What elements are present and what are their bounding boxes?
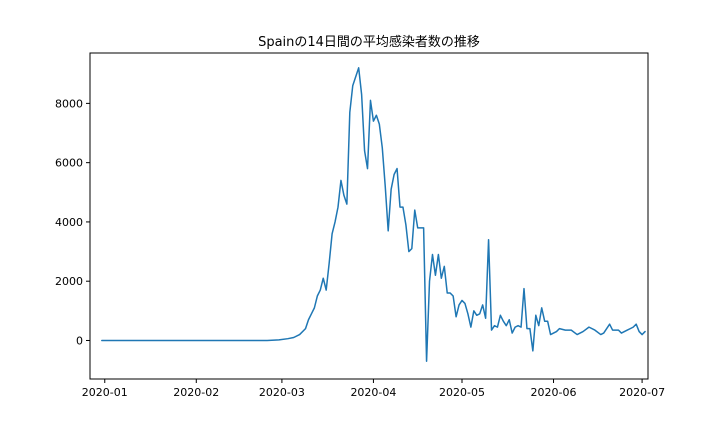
x-tick-label: 2020-05	[439, 386, 485, 399]
y-tick-label: 0	[76, 334, 83, 347]
chart-title: Spainの14日間の平均感染者数の推移	[258, 34, 480, 50]
x-tick-label: 2020-02	[173, 386, 219, 399]
x-tick-label: 2020-04	[350, 386, 396, 399]
y-axis: 0 2000 4000 6000 8000	[55, 97, 90, 347]
y-tick-label: 8000	[55, 97, 83, 110]
y-tick-label: 4000	[55, 216, 83, 229]
x-axis: 2020-01 2020-02 2020-03 2020-04 2020-05 2020-…	[82, 379, 665, 399]
y-tick-label: 2000	[55, 275, 83, 288]
x-tick-label: 2020-06	[531, 386, 577, 399]
series-layer	[101, 67, 646, 362]
x-tick-label: 2020-03	[259, 386, 305, 399]
axes-frame	[89, 52, 649, 380]
x-tick-label: 2020-01	[82, 386, 128, 399]
x-tick-label: 2020-07	[619, 386, 665, 399]
y-tick-label: 6000	[55, 157, 83, 170]
series-line	[101, 67, 646, 362]
plot-area	[89, 52, 649, 380]
